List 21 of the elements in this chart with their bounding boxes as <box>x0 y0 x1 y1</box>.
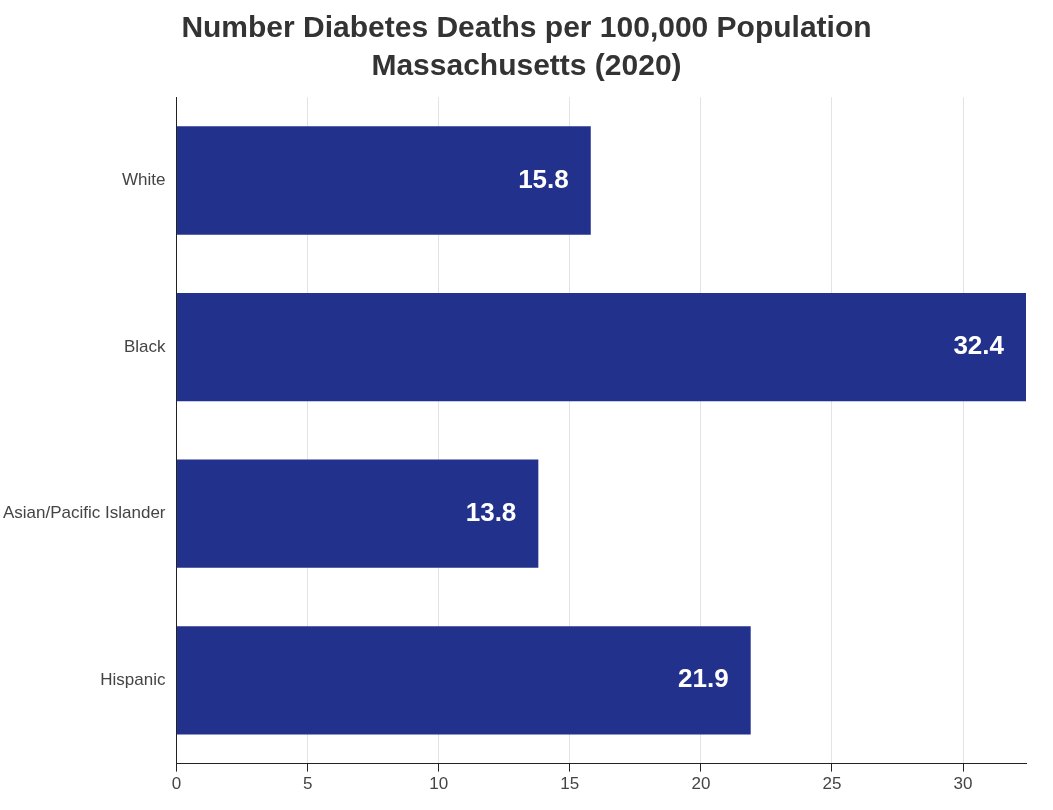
x-tick-label: 15 <box>560 774 580 794</box>
bar <box>177 126 591 235</box>
y-tick-label: Hispanic <box>100 669 167 689</box>
chart-subtitle: Massachusetts (2020) <box>370 47 683 83</box>
bar <box>177 626 751 735</box>
x-tick-label: 20 <box>691 774 711 794</box>
x-tick-label: 10 <box>429 774 449 794</box>
x-tick-label: 0 <box>171 774 182 794</box>
x-tick-label: 30 <box>953 774 973 794</box>
x-tick-label: 5 <box>302 774 313 794</box>
y-tick-label: Black <box>123 336 167 356</box>
bar <box>177 292 1026 402</box>
x-tick-label: 25 <box>822 774 842 794</box>
y-tick-label: Asian/Pacific Islander <box>2 503 166 523</box>
data-label: 15.8 <box>518 163 569 194</box>
bar <box>177 459 539 568</box>
data-label: 13.8 <box>465 496 517 527</box>
y-tick-label: White <box>122 170 166 190</box>
data-label: 21.9 <box>678 663 729 694</box>
chart-title: Number Diabetes Deaths per 100,000 Population <box>180 9 873 45</box>
data-label: 32.4 <box>953 330 1005 361</box>
